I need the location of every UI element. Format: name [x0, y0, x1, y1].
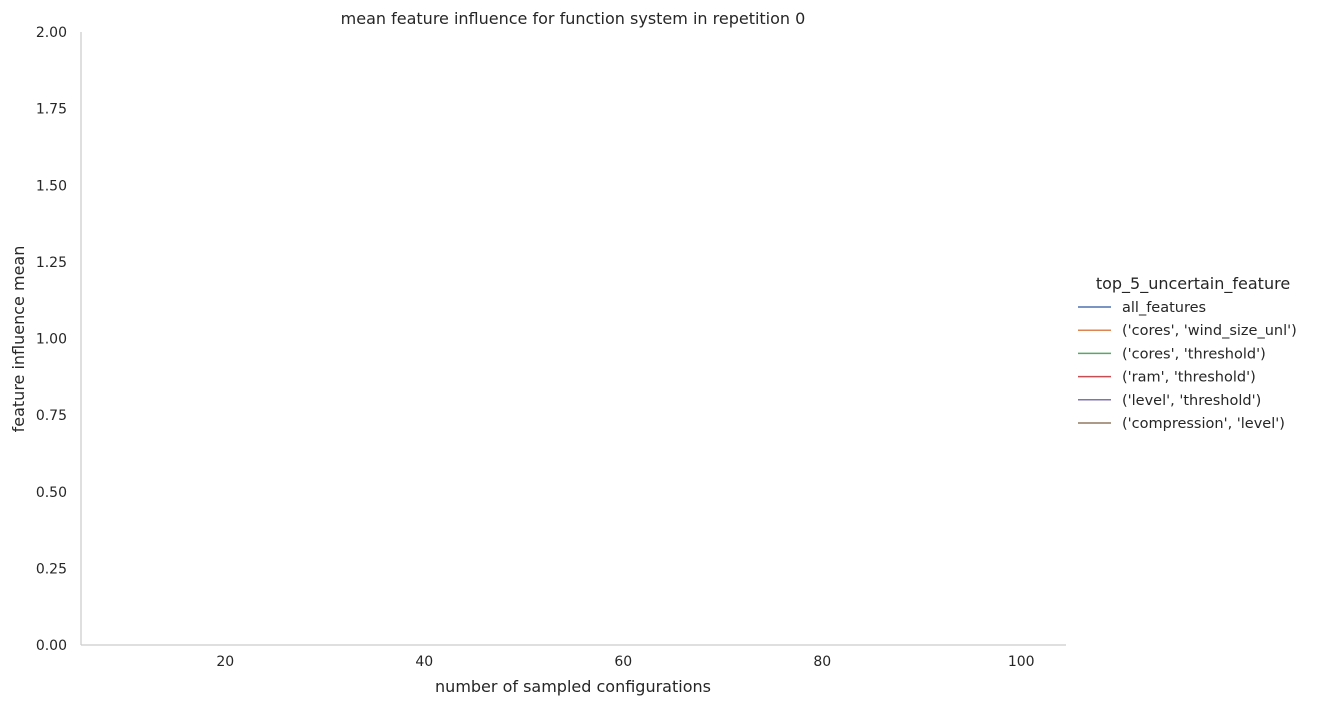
legend-item: ('cores', 'wind_size_unl'): [1078, 323, 1297, 339]
legend-label: ('ram', 'threshold'): [1122, 370, 1256, 386]
x-tick-labels: 20 40 60 80 100: [216, 654, 1034, 670]
legend-item: ('ram', 'threshold'): [1078, 370, 1256, 386]
y-tick-label: 0.00: [36, 638, 67, 654]
legend-item: all_features: [1078, 300, 1206, 316]
y-tick-label: 1.00: [36, 332, 67, 348]
y-tick-labels: 0.00 0.25 0.50 0.75 1.00 1.25 1.50 1.75 2.00: [36, 25, 67, 654]
legend-items: all_features ('cores', 'wind_size_unl') ('…: [1078, 300, 1297, 432]
legend-label: all_features: [1122, 300, 1206, 316]
x-tick-label: 60: [614, 654, 632, 670]
y-tick-label: 0.75: [36, 408, 67, 424]
legend-label: ('cores', 'threshold'): [1122, 346, 1266, 362]
y-tick-label: 1.75: [36, 102, 67, 118]
x-tick-label: 40: [415, 654, 433, 670]
legend-item: ('cores', 'threshold'): [1078, 346, 1266, 362]
y-tick-label: 1.25: [36, 255, 67, 271]
legend-label: ('cores', 'wind_size_unl'): [1122, 323, 1297, 339]
legend-item: ('compression', 'level'): [1078, 416, 1285, 432]
chart-title: mean feature influence for function syst…: [341, 9, 806, 28]
x-tick-label: 100: [1008, 654, 1035, 670]
legend-title: top_5_uncertain_feature: [1096, 274, 1290, 294]
x-tick-label: 20: [216, 654, 234, 670]
y-tick-label: 0.50: [36, 485, 67, 501]
y-tick-label: 2.00: [36, 25, 67, 41]
legend-label: ('compression', 'level'): [1122, 416, 1285, 432]
legend-item: ('level', 'threshold'): [1078, 393, 1261, 409]
legend: top_5_uncertain_feature all_features ('co…: [1078, 274, 1297, 432]
axes: [80, 32, 1066, 646]
legend-label: ('level', 'threshold'): [1122, 393, 1261, 409]
x-axis-label: number of sampled configurations: [435, 677, 711, 696]
y-axis-label: feature influence mean: [9, 246, 28, 433]
y-tick-label: 1.50: [36, 178, 67, 194]
x-tick-label: 80: [813, 654, 831, 670]
y-tick-label: 0.25: [36, 561, 67, 577]
